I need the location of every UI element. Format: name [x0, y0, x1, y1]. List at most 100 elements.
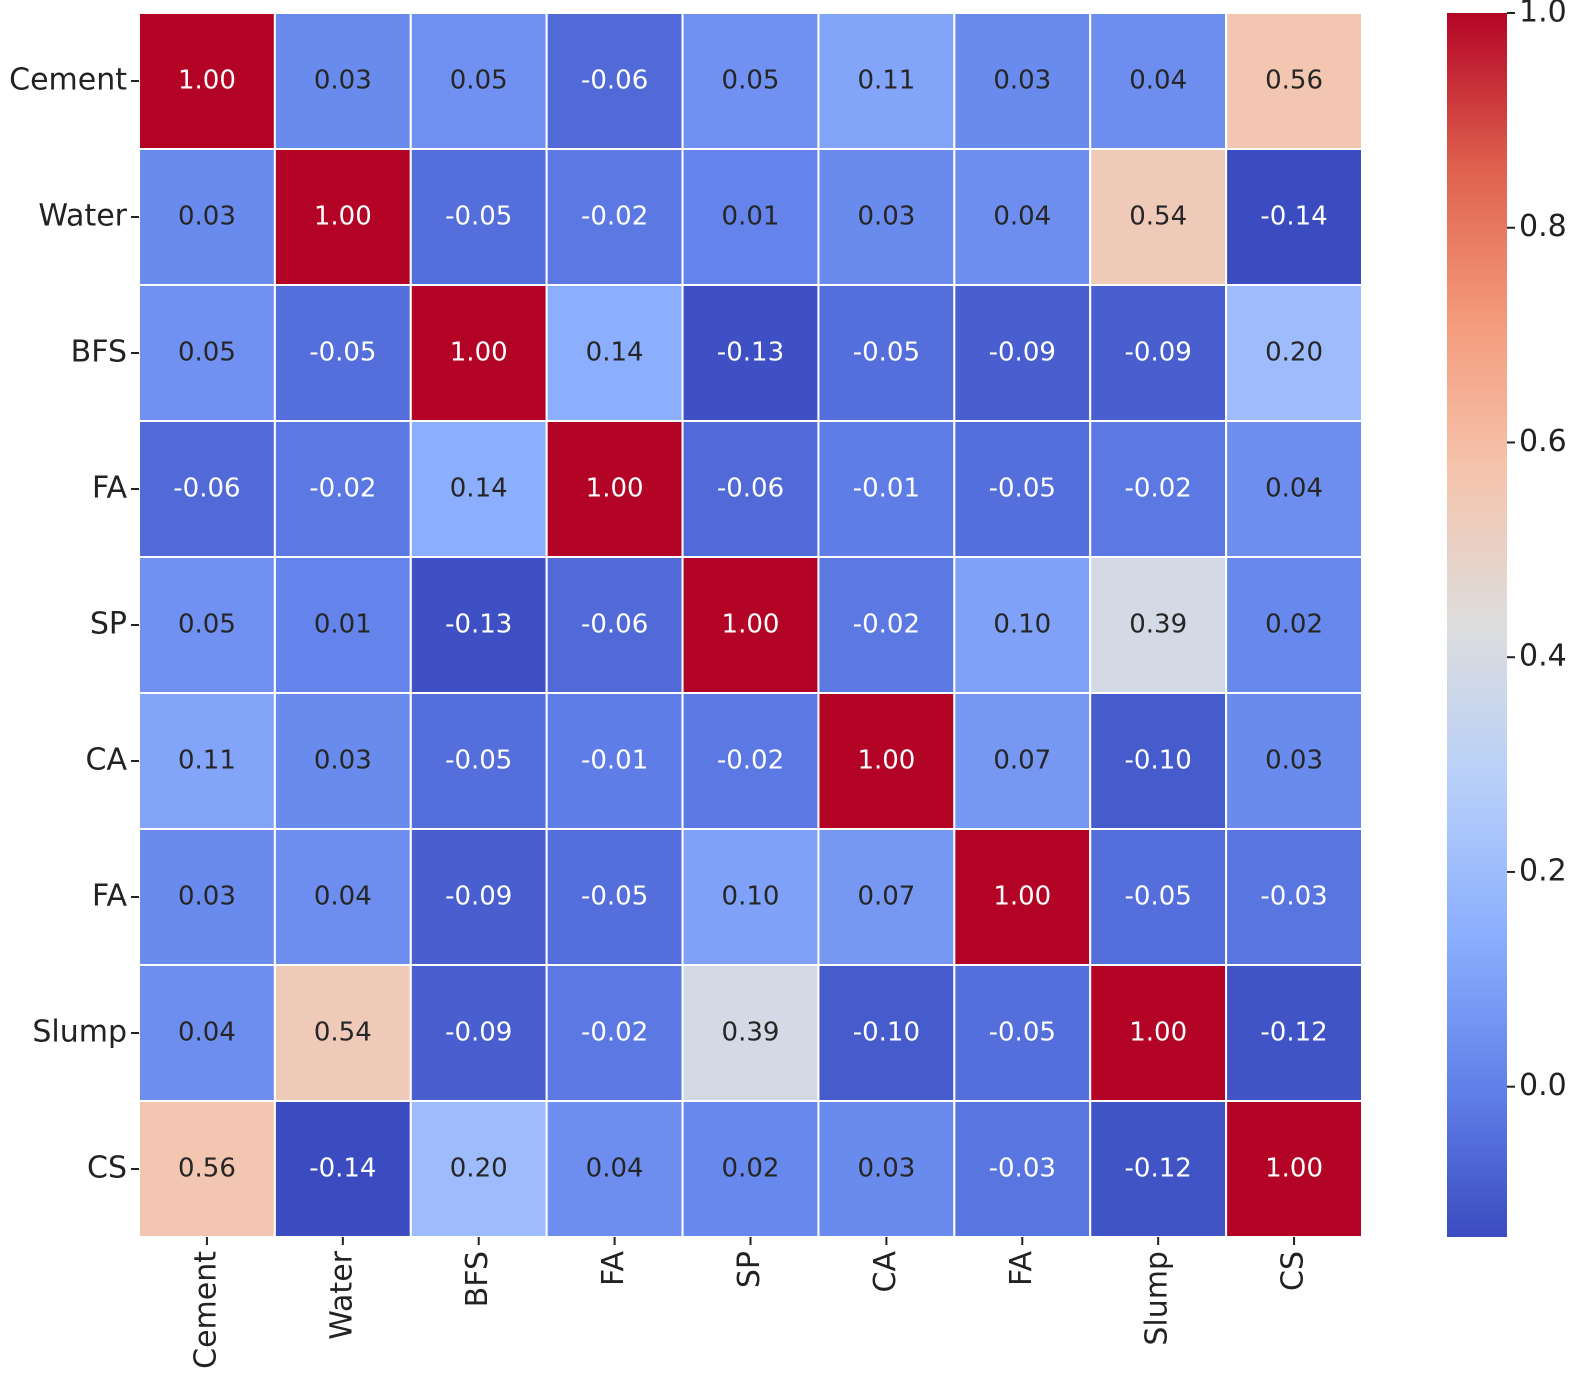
- heatmap-cell: [138, 420, 276, 558]
- cell-label: -0.12: [1125, 1154, 1192, 1184]
- cell-label: 0.05: [178, 610, 236, 640]
- heatmap-cell: [273, 692, 412, 830]
- heatmap-cell: [681, 692, 820, 830]
- cell-label: 0.02: [722, 1154, 780, 1184]
- cell-label: 0.56: [178, 1154, 236, 1184]
- x-tick-label: FA: [596, 1251, 631, 1287]
- heatmap-cell: [1089, 148, 1228, 286]
- cell-label: -0.06: [173, 474, 240, 504]
- heatmap-cell: [138, 556, 276, 694]
- cell-label: -0.05: [853, 338, 920, 368]
- heatmap-cell: [409, 12, 548, 150]
- cell-label: 0.10: [722, 882, 780, 912]
- cell-label: 0.11: [178, 746, 236, 776]
- colorbar-tick-label: 0.6: [1519, 424, 1567, 459]
- cell-label: -0.02: [1125, 474, 1192, 504]
- cell-label: 1.00: [450, 338, 508, 368]
- cell-label: 0.10: [993, 610, 1051, 640]
- cell-label: -0.09: [445, 882, 512, 912]
- heatmap-cell: [273, 556, 412, 694]
- cell-label: 0.04: [993, 202, 1051, 232]
- heatmap-cell: [409, 692, 548, 830]
- heatmap-cell: [409, 556, 548, 694]
- cell-label: -0.05: [989, 474, 1056, 504]
- cell-label: 0.04: [314, 882, 372, 912]
- heatmap-cell: [681, 1100, 820, 1238]
- colorbar-tick-label: 0.2: [1519, 853, 1567, 888]
- cell-label: -0.02: [853, 610, 920, 640]
- x-tick-label: BFS: [460, 1251, 495, 1307]
- cell-label: 0.39: [722, 1018, 780, 1048]
- heatmap-cell: [138, 692, 276, 830]
- cell-label: 0.39: [1129, 610, 1187, 640]
- cell-label: 1.00: [993, 882, 1051, 912]
- cell-label: -0.02: [581, 202, 648, 232]
- cell-label: -0.09: [989, 338, 1056, 368]
- cell-label: 0.54: [314, 1018, 372, 1048]
- x-tick-label: SP: [732, 1251, 767, 1288]
- cell-label: 1.00: [178, 66, 236, 96]
- heatmap-cell: [681, 284, 820, 422]
- heatmap-cell: [817, 12, 956, 150]
- cell-label: -0.01: [581, 746, 648, 776]
- cell-label: -0.03: [989, 1154, 1056, 1184]
- cell-label: 1.00: [586, 474, 644, 504]
- x-tick-label: FA: [1004, 1251, 1039, 1287]
- heatmap-cell: [138, 148, 276, 286]
- cell-label: -0.09: [445, 1018, 512, 1048]
- heatmap-cell: [1225, 1100, 1363, 1238]
- heatmap-cell: [1089, 692, 1228, 830]
- heatmap-cell: [953, 556, 1092, 694]
- y-tick-label: CA: [86, 743, 128, 778]
- heatmap-cell: [545, 12, 684, 150]
- heatmap-cell: [1225, 964, 1363, 1102]
- heatmap-cell: [817, 964, 956, 1102]
- cell-label: 0.11: [857, 66, 915, 96]
- cell-label: -0.10: [1125, 746, 1192, 776]
- x-tick-label: Slump: [1140, 1251, 1175, 1346]
- cell-label: -0.06: [581, 610, 648, 640]
- cell-label: -0.02: [309, 474, 376, 504]
- colorbar-tick-label: 0.4: [1519, 639, 1567, 674]
- cell-label: 1.00: [314, 202, 372, 232]
- cell-label: -0.03: [1260, 882, 1327, 912]
- x-tick-label: CA: [868, 1251, 903, 1293]
- heatmap-cell: [273, 420, 412, 558]
- cell-label: -0.02: [717, 746, 784, 776]
- cell-label: 0.05: [722, 66, 780, 96]
- y-tick-label: CS: [87, 1151, 127, 1186]
- colorbar-tick-label: 0.8: [1519, 209, 1567, 244]
- heatmap-cell: [953, 1100, 1092, 1238]
- colorbar: [1447, 13, 1507, 1237]
- cell-label: 0.04: [1129, 66, 1187, 96]
- cell-label: -0.14: [1260, 202, 1327, 232]
- heatmap-cell: [409, 284, 548, 422]
- heatmap-cell: [138, 12, 276, 150]
- cell-label: 0.20: [450, 1154, 508, 1184]
- x-tick-label: Water: [324, 1250, 359, 1339]
- colorbar-tick-label: 0.0: [1519, 1068, 1567, 1103]
- heatmap-cell: [953, 148, 1092, 286]
- cell-label: 0.03: [993, 66, 1051, 96]
- cell-label: -0.13: [445, 610, 512, 640]
- heatmap-cell: [545, 964, 684, 1102]
- heatmap-cell: [953, 828, 1092, 966]
- cell-label: -0.05: [581, 882, 648, 912]
- heatmap-cell: [953, 964, 1092, 1102]
- cell-label: 0.03: [1265, 746, 1323, 776]
- heatmap-cell: [273, 828, 412, 966]
- heatmap-cell: [817, 692, 956, 830]
- heatmap-cell: [681, 828, 820, 966]
- cell-label: 1.00: [1129, 1018, 1187, 1048]
- cell-label: -0.10: [853, 1018, 920, 1048]
- cell-label: 0.14: [450, 474, 508, 504]
- heatmap-cell: [138, 828, 276, 966]
- heatmap-cell: [409, 964, 548, 1102]
- cell-label: -0.09: [1125, 338, 1192, 368]
- heatmap-cell: [545, 420, 684, 558]
- cell-label: 0.03: [178, 882, 236, 912]
- heatmap-cell: [138, 964, 276, 1102]
- y-tick-label: FA: [92, 879, 128, 914]
- cell-label: 0.56: [1265, 66, 1323, 96]
